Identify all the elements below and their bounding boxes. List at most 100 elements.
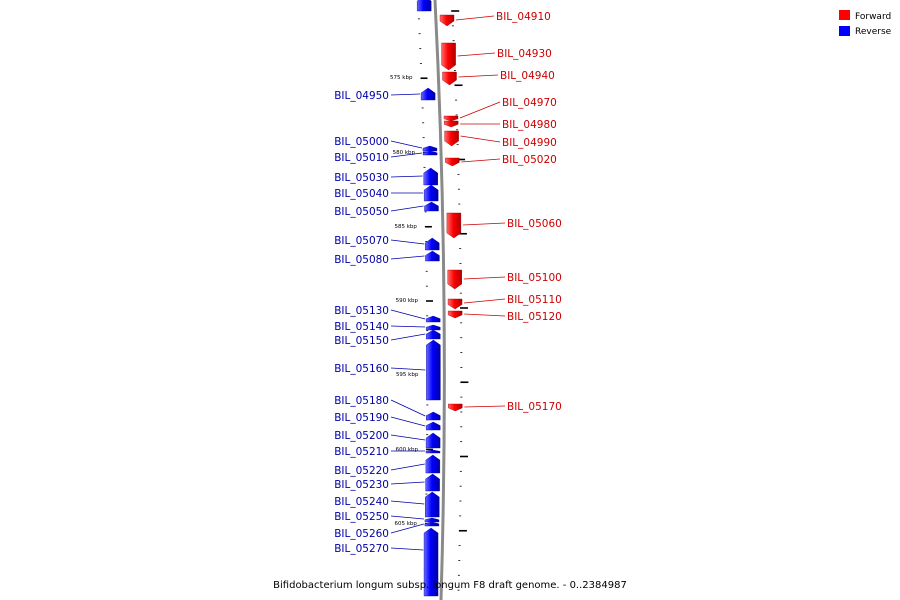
reverse-gene-label[interactable]: BIL_05080 bbox=[334, 254, 389, 266]
legend-forward-swatch bbox=[839, 10, 850, 20]
reverse-gene[interactable] bbox=[420, 87, 436, 101]
forward-leader-line bbox=[463, 276, 506, 280]
reverse-gene[interactable] bbox=[425, 449, 441, 454]
forward-gene-label[interactable]: BIL_05020 bbox=[502, 154, 557, 166]
forward-gene-label[interactable]: BIL_05170 bbox=[507, 401, 562, 413]
reverse-gene-label[interactable]: BIL_05260 bbox=[334, 528, 389, 540]
reverse-gene-label[interactable]: BIL_05140 bbox=[334, 321, 389, 333]
forward-leader-line bbox=[457, 52, 496, 57]
forward-gene-label[interactable]: BIL_04940 bbox=[500, 70, 555, 82]
forward-gene[interactable] bbox=[441, 42, 456, 71]
scale-labels: 575 kbp 580 kbp 585 kbp 590 kbp 595 kbp 600 k… bbox=[390, 75, 419, 527]
reverse-gene[interactable] bbox=[425, 432, 441, 449]
reverse-gene-label[interactable]: BIL_05270 bbox=[334, 543, 389, 555]
forward-gene[interactable] bbox=[445, 157, 460, 167]
reverse-gene[interactable] bbox=[425, 473, 440, 492]
reverse-leader-line bbox=[390, 140, 423, 149]
reverse-gene-label[interactable]: BIL_05250 bbox=[334, 511, 389, 523]
reverse-gene[interactable] bbox=[422, 145, 438, 152]
forward-gene[interactable] bbox=[446, 212, 462, 239]
reverse-gene-label[interactable]: BIL_05050 bbox=[334, 206, 389, 218]
reverse-gene[interactable] bbox=[425, 454, 441, 474]
forward-gene-label[interactable]: BIL_04990 bbox=[502, 137, 557, 149]
reverse-gene-label[interactable]: BIL_05220 bbox=[334, 465, 389, 477]
scale-label: 575 kbp bbox=[390, 75, 413, 81]
forward-leader-line bbox=[458, 74, 499, 78]
forward-gene[interactable] bbox=[447, 298, 463, 310]
reverse-gene[interactable] bbox=[426, 324, 441, 331]
reverse-gene[interactable] bbox=[423, 184, 439, 202]
forward-leader-line bbox=[464, 313, 506, 317]
legend-forward-label: Forward bbox=[855, 12, 891, 22]
reverse-gene-label[interactable]: BIL_05240 bbox=[334, 496, 389, 508]
forward-gene-label[interactable]: BIL_04970 bbox=[502, 97, 557, 109]
reverse-gene[interactable] bbox=[426, 329, 441, 340]
scale-label: 605 kbp bbox=[394, 521, 417, 527]
reverse-labels: BIL_04950 BIL_05000 BIL_05010 BIL_05030 BIL_… bbox=[334, 90, 426, 555]
reverse-leader-line bbox=[390, 481, 425, 485]
reverse-gene-label[interactable]: BIL_05190 bbox=[334, 412, 389, 424]
reverse-leader-line bbox=[390, 523, 425, 534]
forward-gene-label[interactable]: BIL_04910 bbox=[496, 11, 551, 23]
forward-gene-label[interactable]: BIL_05120 bbox=[507, 311, 562, 323]
reverse-gene[interactable] bbox=[423, 527, 439, 597]
forward-gene-label[interactable]: BIL_05110 bbox=[507, 294, 562, 306]
forward-gene-label[interactable]: BIL_05060 bbox=[507, 218, 562, 230]
reverse-gene[interactable] bbox=[423, 167, 438, 186]
reverse-gene[interactable] bbox=[425, 491, 440, 518]
forward-gene-label[interactable]: BIL_04930 bbox=[497, 48, 552, 60]
reverse-gene[interactable] bbox=[425, 237, 440, 251]
reverse-leader-line bbox=[390, 367, 426, 371]
reverse-gene[interactable] bbox=[416, 0, 432, 12]
reverse-gene-label[interactable]: BIL_05200 bbox=[334, 430, 389, 442]
reverse-gene[interactable] bbox=[425, 250, 440, 262]
reverse-leader-line bbox=[390, 175, 423, 178]
forward-leader-line bbox=[460, 135, 501, 143]
forward-gene[interactable] bbox=[439, 14, 455, 27]
forward-gene[interactable] bbox=[447, 269, 462, 290]
reverse-gene[interactable] bbox=[424, 521, 440, 527]
forward-leader-line bbox=[455, 15, 495, 21]
reverse-gene[interactable] bbox=[425, 315, 441, 323]
scale-label: 595 kbp bbox=[396, 372, 419, 378]
forward-leader-line bbox=[461, 158, 501, 163]
reverse-gene-label[interactable]: BIL_05210 bbox=[334, 446, 389, 458]
reverse-leader-line bbox=[390, 325, 426, 328]
reverse-leader-line bbox=[390, 515, 425, 520]
reverse-gene[interactable] bbox=[426, 339, 441, 401]
reverse-gene[interactable] bbox=[426, 411, 441, 421]
reverse-leader-line bbox=[390, 416, 426, 427]
reverse-gene-label[interactable]: BIL_05000 bbox=[334, 136, 389, 148]
reverse-leader-line bbox=[390, 205, 424, 212]
scale-label: 600 kbp bbox=[396, 447, 419, 453]
reverse-gene[interactable] bbox=[426, 421, 441, 431]
forward-gene[interactable] bbox=[443, 115, 459, 122]
forward-gene[interactable] bbox=[443, 120, 459, 128]
reverse-gene-label[interactable]: BIL_05070 bbox=[334, 235, 389, 247]
reverse-gene-label[interactable]: BIL_05160 bbox=[334, 363, 389, 375]
reverse-leader-line bbox=[390, 500, 425, 505]
reverse-leader-line bbox=[390, 547, 424, 551]
reverse-leader-line bbox=[390, 463, 425, 471]
reverse-gene-label[interactable]: BIL_05030 bbox=[334, 172, 389, 184]
reverse-gene-label[interactable]: BIL_05130 bbox=[334, 305, 389, 317]
forward-leader-line bbox=[459, 101, 501, 119]
reverse-gene-label[interactable]: BIL_05010 bbox=[334, 152, 389, 164]
reverse-genes bbox=[416, 0, 441, 597]
forward-gene-label[interactable]: BIL_04980 bbox=[502, 119, 557, 131]
forward-gene[interactable] bbox=[442, 71, 457, 86]
reverse-gene-label[interactable]: BIL_05040 bbox=[334, 188, 389, 200]
forward-gene[interactable] bbox=[447, 310, 463, 319]
reverse-gene[interactable] bbox=[422, 150, 438, 156]
reverse-gene-label[interactable]: BIL_04950 bbox=[334, 90, 389, 102]
forward-gene-label[interactable]: BIL_05100 bbox=[507, 272, 562, 284]
forward-gene[interactable] bbox=[448, 403, 463, 412]
reverse-gene-label[interactable]: BIL_05180 bbox=[334, 395, 389, 407]
reverse-gene[interactable] bbox=[424, 517, 440, 523]
reverse-gene-label[interactable]: BIL_05230 bbox=[334, 479, 389, 491]
reverse-gene-label[interactable]: BIL_05150 bbox=[334, 335, 389, 347]
reverse-gene[interactable] bbox=[424, 201, 439, 212]
forward-gene[interactable] bbox=[444, 130, 459, 147]
legend-reverse-swatch bbox=[839, 26, 850, 36]
